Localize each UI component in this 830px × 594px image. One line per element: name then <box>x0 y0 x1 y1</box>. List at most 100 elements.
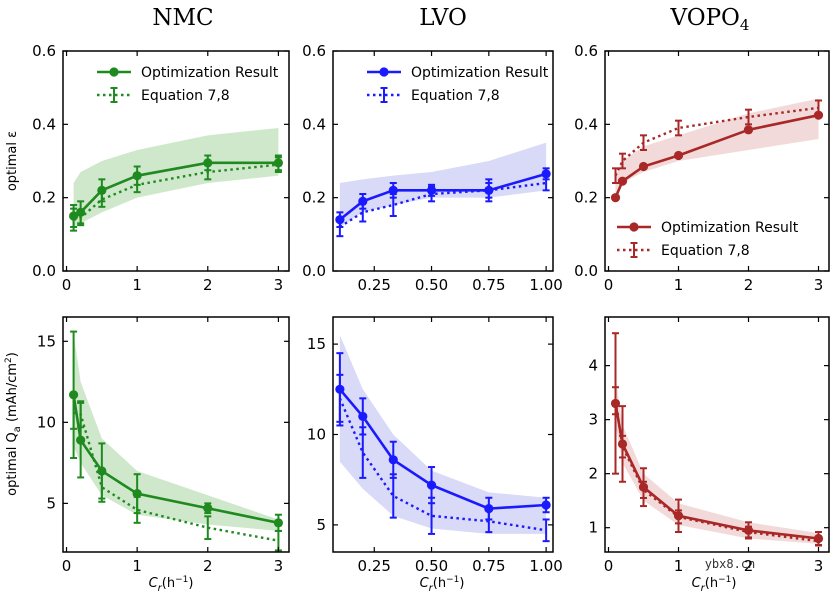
uncertainty-band <box>73 128 279 227</box>
x-tick-label: 1.00 <box>529 557 562 575</box>
y-tick-label: 0.2 <box>302 189 326 207</box>
x-tick-label: 1 <box>132 557 142 575</box>
uncertainty-band <box>339 142 547 227</box>
data-point-marker <box>673 150 684 161</box>
x-tick-label: 0.25 <box>358 557 391 575</box>
data-point-marker <box>388 455 398 465</box>
y-tick-label: 15 <box>37 332 56 350</box>
title-nmc: NMC <box>152 5 213 31</box>
y-tick-label: 3 <box>588 411 598 429</box>
y-tick-label: 2 <box>588 465 598 483</box>
y-tick-label: 0.6 <box>574 42 598 60</box>
plot-frame <box>604 316 830 553</box>
x-tick-label: 0 <box>62 557 72 575</box>
ylabel-epsilon: optimal ε <box>5 131 20 191</box>
xlabel-nmc: Cr(h−1) <box>149 575 194 594</box>
x-tick-label: 0.75 <box>472 557 505 575</box>
data-point-marker <box>743 125 754 135</box>
panel-nmc-qa: 0 1 2 3 5 10 15 <box>37 316 290 575</box>
ylabel-qa-close: ) <box>5 352 20 357</box>
data-point-marker <box>273 518 284 528</box>
data-point-marker <box>76 435 86 445</box>
y-tick-label: 0.4 <box>32 115 56 133</box>
uncertainty-band <box>615 376 819 544</box>
panel-lvo-epsilon: 0.25 0.50 0.75 1.00 0.0 0.2 0.4 0.6 Optimization… <box>302 42 563 294</box>
x-tick-label: 0 <box>604 557 614 575</box>
data-point-marker <box>358 411 368 422</box>
panel-vopo4-epsilon: 0 1 2 3 0.0 0.2 0.4 0.6 Optimization Result Equat… <box>574 42 830 294</box>
data-point-marker <box>426 480 437 490</box>
legend: Optimization Result Equation 7,8 <box>617 220 799 259</box>
y-tick-label: 0.0 <box>32 262 56 280</box>
y-tick-label: 0.6 <box>32 42 56 60</box>
y-tick-label: 1 <box>588 519 598 537</box>
y-tick-label: 5 <box>46 494 56 512</box>
ylabel-qa-sub: a <box>12 426 23 432</box>
legend: Optimization Result Equation 7,8 <box>97 65 279 104</box>
ylabel-qa-unit-sup: 2 <box>4 357 14 363</box>
plot-frame <box>62 316 290 553</box>
equation-line <box>614 400 819 543</box>
legend-label-equation: Equation 7,8 <box>661 243 750 259</box>
title-vopo4: VOPO4 <box>670 5 750 34</box>
ylabel-qa: optimal Qa (mAh/cm2) <box>4 352 23 496</box>
data-point-marker <box>610 193 621 203</box>
x-tick-label: 3 <box>814 557 824 575</box>
y-tick-label: 0.2 <box>574 189 598 207</box>
title-vopo4-subscript: 4 <box>740 16 750 34</box>
plot-frame <box>604 50 830 272</box>
xlabel-vopo4: Cr(h−1) <box>692 575 737 594</box>
xlabel-lvo: Cr(h−1) <box>420 575 465 594</box>
x-tick-label: 1 <box>674 557 684 575</box>
equation-line <box>73 411 279 542</box>
panel-nmc-epsilon: 0 1 2 3 0.0 0.2 0.4 0.6 Optimization Result Equat… <box>32 42 290 294</box>
y-tick-label: 10 <box>307 426 326 444</box>
y-tick-label: 4 <box>588 357 598 375</box>
legend-label-optimization: Optimization Result <box>141 65 279 81</box>
y-tick-label: 10 <box>37 413 56 431</box>
x-tick-label: 3 <box>274 557 284 575</box>
x-tick-label: 2 <box>203 276 213 294</box>
x-tick-label: 0 <box>62 276 72 294</box>
x-tick-label: 2 <box>744 276 754 294</box>
watermark-text: ybx8.cn <box>705 557 756 571</box>
panels-group: 0 1 2 3 0.0 0.2 0.4 0.6 Optimization Result Equat… <box>32 42 830 575</box>
x-tick-label: 0.50 <box>415 557 448 575</box>
optimization-line <box>72 394 279 525</box>
legend-marker-optimization <box>379 67 389 77</box>
uncertainty-band <box>73 333 279 531</box>
legend-label-optimization: Optimization Result <box>411 65 549 81</box>
equation-line <box>73 163 279 221</box>
optimization-line <box>338 388 547 510</box>
x-tick-label: 0.75 <box>472 276 505 294</box>
plot-frame <box>332 50 554 272</box>
data-point-marker <box>388 185 398 195</box>
y-tick-label: 0.6 <box>302 42 326 60</box>
panel-vopo4-qa: 0 1 2 3 1 2 3 4 <box>588 316 830 575</box>
equation-line <box>614 106 819 177</box>
optimization-line <box>339 172 547 221</box>
y-tick-label: 0.0 <box>574 262 598 280</box>
data-point-marker <box>541 500 551 510</box>
plot-frame <box>62 50 290 272</box>
uncertainty-band <box>615 98 819 198</box>
legend-label-equation: Equation 7,8 <box>141 88 230 104</box>
equation-line <box>339 181 547 229</box>
ylabel-qa-main: optimal Q <box>5 432 20 496</box>
x-tick-label: 3 <box>814 276 824 294</box>
y-tick-label: 0.2 <box>32 189 56 207</box>
legend-marker-optimization <box>629 222 639 232</box>
panel-lvo-qa: 0.25 0.50 0.75 1.00 5 10 15 <box>307 316 563 575</box>
x-tick-label: 0 <box>604 276 614 294</box>
ylabel-qa-unit: (mAh/cm <box>5 363 20 426</box>
x-tick-label: 3 <box>274 276 284 294</box>
equation-line <box>338 397 547 532</box>
title-vopo4-main: VOPO <box>670 5 740 31</box>
y-tick-label: 0.0 <box>302 262 326 280</box>
legend-marker-optimization <box>109 67 119 77</box>
data-point-marker <box>617 176 628 186</box>
y-tick-label: 5 <box>316 516 326 534</box>
data-point-marker <box>203 503 213 513</box>
uncertainty-band <box>339 335 547 534</box>
